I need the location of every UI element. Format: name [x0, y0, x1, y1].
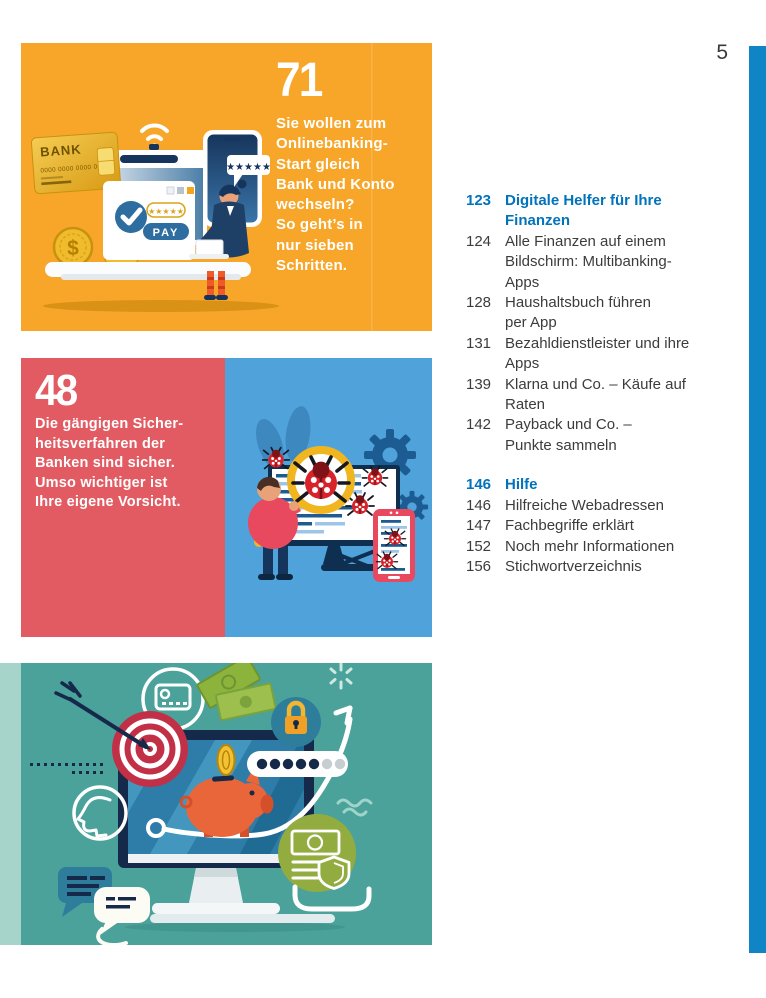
toc-entry: 156 Stichwortverzeichnis	[466, 557, 758, 577]
toc-entry-number: 147	[466, 517, 492, 535]
badge-bracket	[292, 884, 372, 912]
toc-entry: 131 Bezahldienstleister und ihre Apps	[466, 334, 758, 375]
toc-entry-number: 146	[466, 496, 492, 514]
toc-entry-number: 142	[466, 416, 492, 434]
pay-label: PAY	[153, 227, 180, 239]
toc-entry-number: 128	[466, 294, 492, 312]
toc-entry-number: 139	[466, 375, 492, 393]
toc-heading-number: 146	[466, 476, 492, 494]
piggy-bank-icon	[179, 766, 274, 837]
head-circle-icon	[72, 785, 128, 841]
toc-entry-text: Noch mehr Informationen	[505, 537, 675, 555]
fold-line	[371, 43, 373, 331]
toc-entry: 139 Klarna und Co. – Käufe auf Raten	[466, 375, 758, 416]
pay-button	[143, 223, 189, 240]
card-number: 0000 0000 0000 0000	[40, 163, 109, 175]
toc-entry-number: 124	[466, 232, 492, 250]
toc-entry-text: Stichwortverzeichnis	[505, 557, 642, 575]
accent-bar	[749, 46, 766, 953]
toc-entry-text: Alle Finanzen auf einem Bildschirm: Mult…	[505, 232, 672, 291]
toc-entry: 146 Hilfreiche Webadressen	[466, 496, 758, 516]
security-illustration-panel	[225, 358, 432, 637]
toc-entry: 152 Noch mehr Informationen	[466, 537, 758, 557]
feature-panel-onlinebanking: $ BANK 0000 0000 0000 0000 ★★★★★	[21, 43, 432, 331]
credit-card: BANK 0000 0000 0000 0000	[30, 131, 122, 195]
bug-search-illustration	[248, 406, 429, 582]
banknotes	[196, 663, 277, 721]
toc-entry-text: Bezahldienstleister und ihre Apps	[505, 334, 690, 373]
chat-bubble-light	[94, 887, 150, 945]
magnifier-icon	[287, 446, 355, 514]
page-number: 5	[716, 41, 728, 64]
feature-panel-sicherheit: 48 Die gängigen Sicher- heitsverfahren d…	[21, 358, 225, 637]
toc-entry-text: Payback und Co. – Punkte sammeln	[505, 416, 632, 454]
ground-shadow	[43, 300, 279, 312]
mini-laptop	[189, 239, 229, 259]
finance-illustration	[0, 663, 373, 945]
onlinebanking-illustration: $ BANK 0000 0000 0000 0000 ★★★★★	[30, 43, 373, 331]
toc-entry: 142 Payback und Co. – Punkte sammeln	[466, 415, 758, 456]
browser-payment-window: ★★★★★ PAY	[103, 181, 195, 260]
toc-entry-text: Fachbegriffe erklärt	[505, 517, 634, 535]
feature-number: 71	[276, 54, 323, 107]
toc-heading-text: Digitale Helfer für Ihre Finanzen	[505, 192, 662, 230]
bubble-stars: ★★★★★	[226, 162, 271, 173]
finance-illustration-panel	[0, 663, 432, 945]
toc-section: 123 Digitale Helfer für Ihre Finanzen 124 A…	[466, 191, 758, 456]
toc-heading: 123 Digitale Helfer für Ihre Finanzen	[466, 191, 758, 232]
left-strip	[0, 663, 21, 945]
secure-money-badge	[278, 814, 356, 892]
card-label: BANK	[40, 142, 83, 160]
toc-entry: 128 Haushaltsbuch führen per App	[466, 293, 758, 334]
toc-entry: 147 Fachbegriffe erklärt	[466, 516, 758, 536]
feature-description: Sie wollen zum Onlinebanking- Start glei…	[276, 115, 395, 275]
toc-heading-number: 123	[466, 192, 492, 209]
bug-phone	[373, 509, 415, 582]
toc-heading-text: Hilfe	[505, 476, 538, 494]
rating-stars: ★★★★★	[148, 207, 184, 216]
toc-entry-number: 152	[466, 537, 492, 555]
dotted-line	[30, 763, 103, 774]
toc-section: 146 Hilfe 146 Hilfreiche Webadressen 147 Fach…	[466, 475, 758, 577]
shield-icon	[317, 855, 351, 890]
toc-entry-text: Hilfreiche Webadressen	[505, 496, 664, 514]
sparkle-icon	[329, 663, 353, 690]
toc-heading: 146 Hilfe	[466, 475, 758, 495]
password-field	[247, 751, 348, 777]
inspector-person	[248, 476, 301, 580]
toc-entry-text: Haushaltsbuch führen per App	[505, 294, 651, 332]
falling-coin-icon	[216, 744, 236, 776]
woman-legs	[204, 271, 228, 300]
laptop-base	[45, 262, 251, 280]
toc: 123 Digitale Helfer für Ihre Finanzen 124 A…	[466, 191, 758, 577]
rating-speech-bubble: ★★★★★	[226, 155, 271, 187]
lock-icon	[271, 697, 321, 747]
waves	[336, 798, 373, 817]
toc-entry-number: 131	[466, 334, 492, 352]
dollar-coin-icon: $	[52, 226, 94, 268]
feature-number: 48	[35, 366, 78, 415]
toc-entry: 124 Alle Finanzen auf einem Bildschirm: M…	[466, 232, 758, 293]
feature-description: Die gängigen Sicher- heitsverfahren der …	[35, 416, 184, 510]
toc-entry-text: Klarna und Co. – Käufe auf Raten	[505, 375, 686, 414]
toc-entry-number: 156	[466, 557, 492, 575]
connector-dot	[146, 818, 166, 838]
svg-text:$: $	[67, 237, 79, 260]
dart-arrow	[54, 681, 151, 750]
